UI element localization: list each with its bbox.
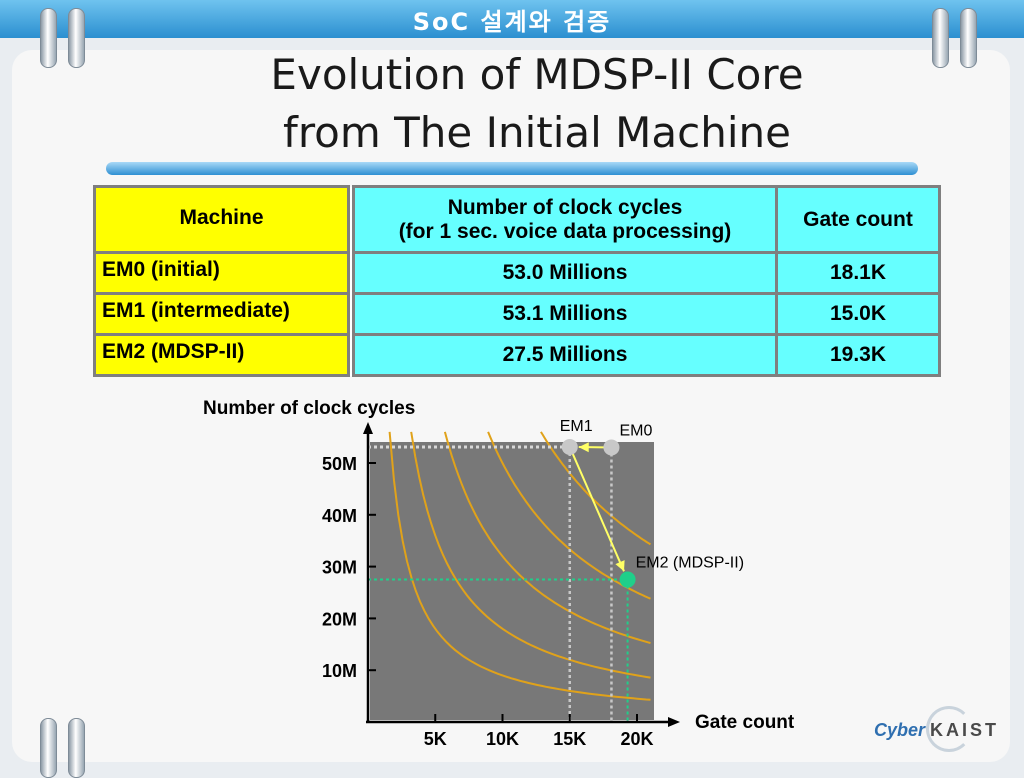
point-em2 xyxy=(620,572,636,588)
point-label-em1: EM1 xyxy=(560,418,593,435)
x-tick-label: 20K xyxy=(620,729,653,749)
point-em1 xyxy=(562,439,578,455)
x-axis-arrow-icon xyxy=(668,717,680,727)
point-em0 xyxy=(603,439,619,455)
y-tick-label: 20M xyxy=(322,609,357,629)
x-axis-label: Gate count xyxy=(695,712,795,733)
logo-cyber-text: Cyber xyxy=(874,720,925,741)
x-tick-label: 5K xyxy=(424,729,447,749)
y-axis-arrow-icon xyxy=(363,422,373,434)
y-tick-label: 50M xyxy=(322,454,357,474)
y-tick-label: 40M xyxy=(322,506,357,526)
point-label-em2: EM2 (MDSP-II) xyxy=(636,555,744,572)
logo-kaist-text: KAIST xyxy=(930,720,999,741)
y-tick-label: 30M xyxy=(322,558,357,578)
point-label-em0: EM0 xyxy=(619,422,652,439)
y-tick-label: 10M xyxy=(322,661,357,681)
y-axis-label: Number of clock cycles xyxy=(203,398,415,419)
cyber-kaist-logo: Cyber KAIST xyxy=(868,706,1008,752)
x-tick-label: 15K xyxy=(553,729,586,749)
x-tick-label: 10K xyxy=(486,729,519,749)
